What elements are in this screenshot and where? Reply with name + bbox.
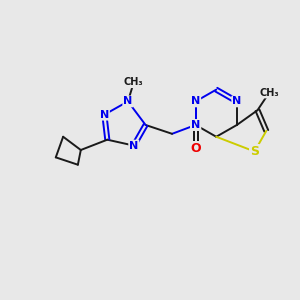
Text: N: N	[191, 120, 200, 130]
Text: N: N	[191, 96, 200, 106]
Text: O: O	[190, 142, 201, 155]
Text: CH₃: CH₃	[124, 77, 144, 87]
Text: O: O	[190, 142, 201, 155]
Text: N: N	[191, 120, 200, 130]
Text: S: S	[250, 145, 259, 158]
Text: N: N	[100, 110, 109, 120]
Text: N: N	[232, 96, 242, 106]
Text: N: N	[129, 141, 138, 151]
Text: N: N	[123, 96, 133, 106]
Text: CH₃: CH₃	[260, 88, 279, 98]
